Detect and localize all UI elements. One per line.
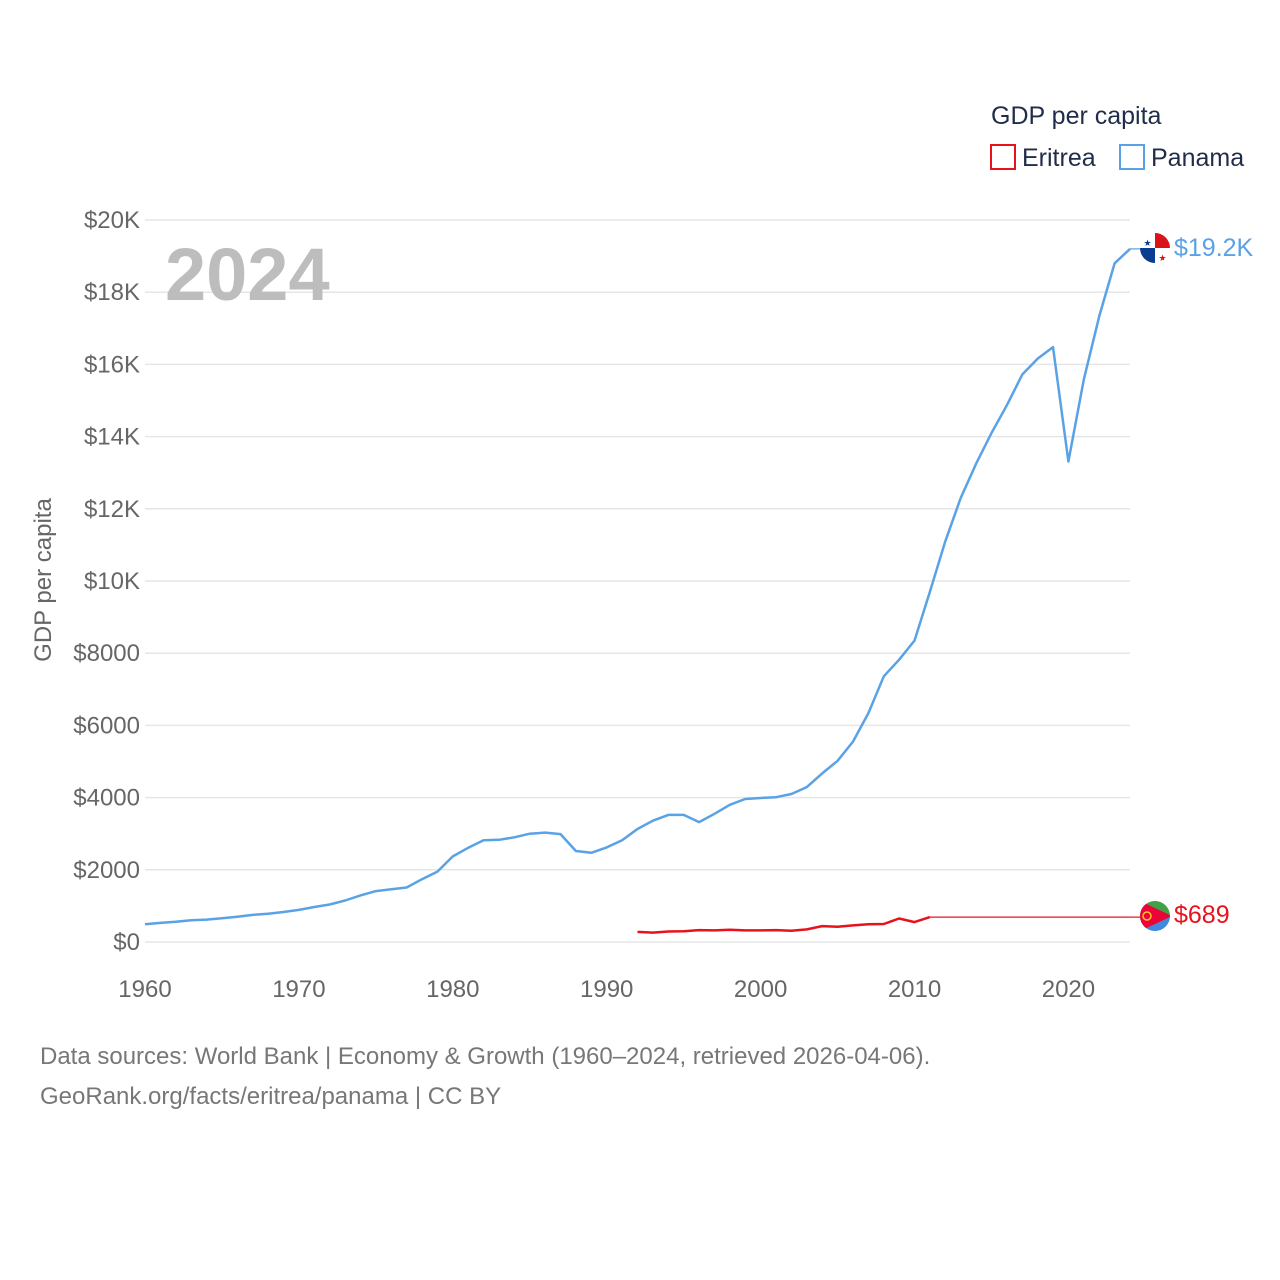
legend-swatch-panama [1119,144,1145,170]
panama-flag-icon: ★ ★ [1140,233,1170,263]
y-tick-label: $8000 [73,640,140,667]
eritrea-flag-icon [1140,901,1170,931]
legend-item-panama[interactable]: Panama [1119,144,1244,172]
series-line-eritrea[interactable] [637,915,931,934]
y-tick-label: $2000 [73,857,140,884]
y-tick-label: $4000 [73,785,140,812]
footer-source: Data sources: World Bank | Economy & Gro… [40,1043,931,1070]
series-line-panama[interactable] [144,247,1131,926]
y-tick-label: $20K [84,207,140,234]
legend-swatch-eritrea [990,144,1016,170]
line-chart: $0 $2000 $4000 $6000 $8000 $10K $12K $14K $16K $1… [30,102,1254,1003]
legend-title: GDP per capita [991,102,1162,130]
svg-text:★: ★ [1158,253,1166,263]
x-tick-label: 2010 [888,976,941,1003]
end-label-panama: $19.2K [1174,234,1254,262]
svg-text:★: ★ [1143,238,1151,248]
legend-label-eritrea: Eritrea [1022,144,1096,172]
gridlines [145,219,1130,943]
x-axis-ticks: 1960 1970 1980 1990 2000 2010 2020 [118,976,1095,1003]
x-tick-label: 1970 [272,976,325,1003]
y-axis-label: GDP per capita [30,498,57,662]
x-tick-label: 2000 [734,976,787,1003]
x-tick-label: 1990 [580,976,633,1003]
x-tick-label: 2020 [1042,976,1095,1003]
y-tick-label: $16K [84,351,140,378]
y-tick-label: $14K [84,424,140,451]
end-label-eritrea: $689 [1174,901,1230,929]
y-axis-ticks: $0 $2000 $4000 $6000 $8000 $10K $12K $14K $16K $1… [73,207,140,956]
footer-link[interactable]: GeoRank.org/facts/eritrea/panama | CC BY [40,1083,502,1110]
legend: GDP per capita Eritrea Panama [990,102,1244,172]
series-lines [144,247,1140,934]
x-tick-label: 1980 [426,976,479,1003]
y-tick-label: $10K [84,568,140,595]
legend-item-eritrea[interactable]: Eritrea [990,144,1096,172]
y-tick-label: $6000 [73,712,140,739]
x-tick-label: 1960 [118,976,171,1003]
y-tick-label: $18K [84,279,140,306]
y-tick-label: $0 [113,929,140,956]
legend-label-panama: Panama [1151,144,1244,172]
y-tick-label: $12K [84,496,140,523]
year-label: 2024 [165,233,330,316]
